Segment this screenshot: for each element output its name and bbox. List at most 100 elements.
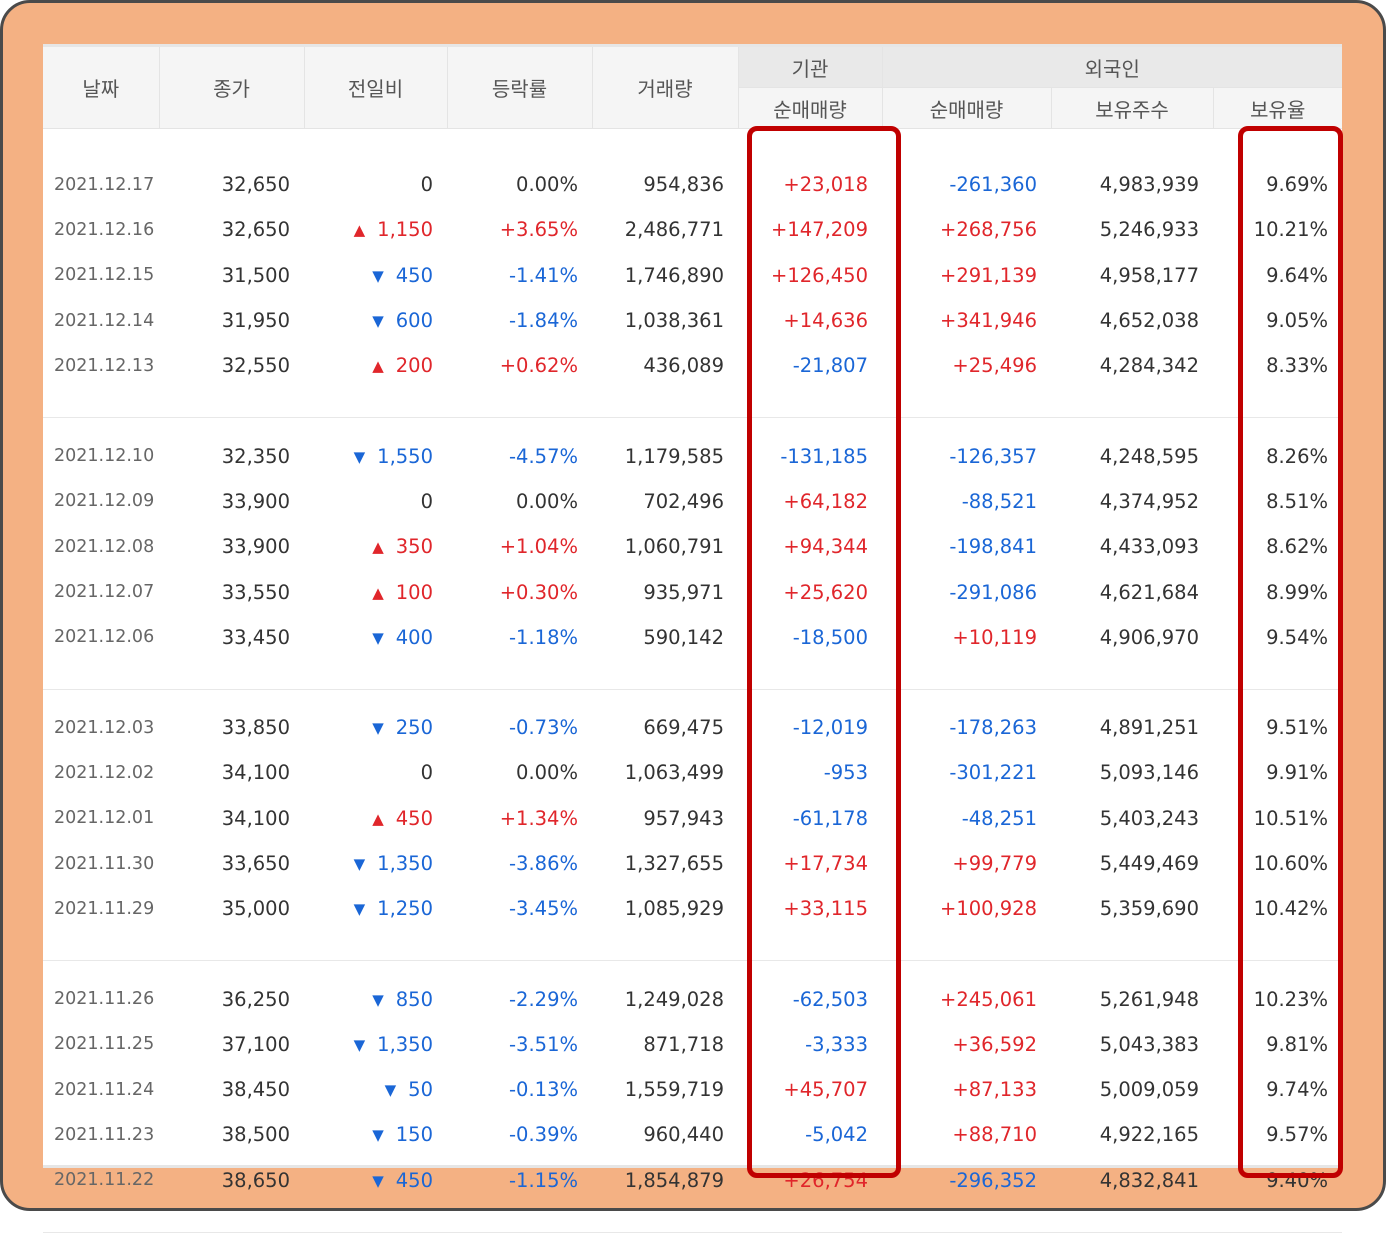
cell-date: 2021.11.29 <box>54 898 155 919</box>
cell-foreign-shares: 4,958,177 <box>1099 263 1199 287</box>
cell-close: 33,850 <box>221 716 290 740</box>
cell-rate: +3.65% <box>499 218 578 242</box>
group-separator <box>43 388 1343 419</box>
cell-foreign-shares: 4,374,952 <box>1099 489 1199 513</box>
cell-foreign-shares: 5,449,469 <box>1099 852 1199 875</box>
cell-change: 0 <box>304 479 447 524</box>
cell-rate: 0.00% <box>516 173 578 197</box>
cell-volume: 1,038,361 <box>624 309 724 333</box>
cell-foreign-shares: 5,403,243 <box>1099 806 1199 830</box>
cell-foreign-ratio: 8.62% <box>1266 535 1329 559</box>
up-triangle-icon: ▲ <box>372 357 384 376</box>
table-header: 날짜 종가 전일비 등락률 거래량 기관 외국인 순매매량 순매매량 보유주수 … <box>43 47 1343 129</box>
cell-close: 32,350 <box>221 444 290 468</box>
change-value: 0 <box>420 489 433 513</box>
table-row: 2021.12.06 33,450 ▼ 400 -1.18% 590,142 -18,500… <box>43 615 1342 660</box>
cell-institution-net: -953 <box>823 761 868 785</box>
investor-trading-table: 날짜 종가 전일비 등락률 거래량 기관 외국인 순매매량 순매매량 보유주수 … <box>43 47 1343 1233</box>
down-triangle-icon: ▼ <box>372 266 384 285</box>
down-triangle-icon: ▼ <box>353 1035 366 1054</box>
cell-close: 33,900 <box>221 489 290 513</box>
table-row: 2021.12.13 32,550 ▲ 200 +0.62% 436,089 -21,807… <box>43 343 1342 388</box>
down-triangle-icon: ▼ <box>372 1126 384 1145</box>
cell-volume: 957,943 <box>643 806 724 830</box>
cell-date: 2021.12.16 <box>54 219 155 240</box>
cell-close: 36,250 <box>221 987 290 1011</box>
cell-foreign-ratio: 10.21% <box>1253 218 1329 242</box>
cell-foreign-net: -48,251 <box>961 806 1037 830</box>
cell-rate: -3.86% <box>509 852 578 875</box>
cell-institution-net: -3,333 <box>805 1032 868 1056</box>
cell-rate: -3.45% <box>509 897 578 921</box>
cell-close: 31,500 <box>221 263 290 287</box>
cell-volume: 1,249,028 <box>624 987 724 1011</box>
cell-close: 34,100 <box>221 806 290 830</box>
group-spacer <box>43 961 1342 977</box>
spacer-cell <box>43 129 1342 163</box>
cell-foreign-ratio: 10.51% <box>1253 806 1329 830</box>
change-value: 1,250 <box>377 897 433 921</box>
cell-volume: 590,142 <box>643 625 724 649</box>
cell-foreign-shares: 5,093,146 <box>1099 761 1199 785</box>
table-row: 2021.12.02 34,100 0 0.00% 1,063,499 -953 -301,… <box>43 750 1342 795</box>
cell-date: 2021.12.06 <box>54 627 155 648</box>
cell-foreign-shares: 4,983,939 <box>1099 173 1199 197</box>
change-value: 450 <box>395 263 433 287</box>
cell-foreign-shares: 5,043,383 <box>1099 1032 1199 1056</box>
cell-rate: -3.51% <box>509 1032 578 1056</box>
cell-rate: -0.39% <box>509 1123 578 1147</box>
down-triangle-icon: ▼ <box>372 628 384 647</box>
cell-rate: -1.15% <box>509 1168 578 1192</box>
up-triangle-icon: ▲ <box>372 538 384 557</box>
cell-institution-net: -18,500 <box>792 625 868 649</box>
cell-volume: 1,854,879 <box>624 1168 724 1192</box>
header-institution-net: 순매매량 <box>737 87 882 129</box>
cell-institution-net: -61,178 <box>792 806 868 830</box>
cell-change: ▲ 100 <box>304 569 447 614</box>
cell-change: ▼ 1,350 <box>304 841 447 886</box>
cell-date: 2021.12.01 <box>54 808 155 829</box>
cell-foreign-shares: 4,922,165 <box>1099 1123 1199 1147</box>
table-row: 2021.11.25 37,100 ▼ 1,350 -3.51% 871,718 -3,33… <box>43 1022 1342 1067</box>
change-value: 450 <box>395 1168 433 1192</box>
header-foreign-net: 순매매량 <box>881 87 1051 129</box>
cell-institution-net: +126,450 <box>771 263 868 287</box>
cell-foreign-net: -261,360 <box>949 173 1037 197</box>
cell-date: 2021.11.22 <box>54 1170 155 1191</box>
cell-foreign-net: +10,119 <box>952 625 1037 649</box>
cell-foreign-ratio: 9.57% <box>1266 1123 1329 1147</box>
cell-change: 0 <box>304 750 447 795</box>
down-triangle-icon: ▼ <box>372 990 384 1009</box>
cell-foreign-shares: 4,891,251 <box>1099 716 1199 740</box>
cell-change: ▼ 450 <box>304 253 447 298</box>
cell-date: 2021.12.17 <box>54 174 155 195</box>
cell-institution-net: +14,636 <box>783 309 868 333</box>
change-value: 100 <box>395 580 433 604</box>
cell-institution-net: +17,734 <box>783 852 868 875</box>
cell-rate: -0.73% <box>509 716 578 740</box>
cell-date: 2021.11.25 <box>54 1034 155 1055</box>
cell-foreign-net: +99,779 <box>952 852 1037 875</box>
cell-change: ▼ 1,550 <box>304 433 447 478</box>
cell-foreign-ratio: 9.81% <box>1266 1032 1329 1056</box>
separator-cell <box>43 931 1343 962</box>
down-triangle-icon: ▼ <box>372 312 384 331</box>
change-value: 1,150 <box>377 218 433 242</box>
table-row: 2021.11.24 38,450 ▼ 50 -0.13% 1,559,719 +45,70… <box>43 1067 1342 1112</box>
institution-net-highlight-box <box>747 126 901 1178</box>
cell-change: ▼ 1,250 <box>304 886 447 931</box>
header-date: 날짜 <box>43 47 159 129</box>
up-triangle-icon: ▲ <box>372 583 384 602</box>
cell-institution-net: +45,707 <box>783 1078 868 1102</box>
header-change: 전일비 <box>303 47 447 129</box>
cell-date: 2021.11.24 <box>54 1079 155 1100</box>
cell-volume: 960,440 <box>643 1123 724 1147</box>
down-triangle-icon: ▼ <box>384 1081 397 1100</box>
table-row: 2021.12.03 33,850 ▼ 250 -0.73% 669,475 -12,019… <box>43 705 1342 750</box>
change-value: 600 <box>395 309 433 333</box>
cell-institution-net: -131,185 <box>780 444 868 468</box>
change-value: 0 <box>420 173 433 197</box>
cell-date: 2021.12.02 <box>54 762 155 783</box>
cell-close: 33,650 <box>221 852 290 875</box>
cell-volume: 1,085,929 <box>624 897 724 921</box>
